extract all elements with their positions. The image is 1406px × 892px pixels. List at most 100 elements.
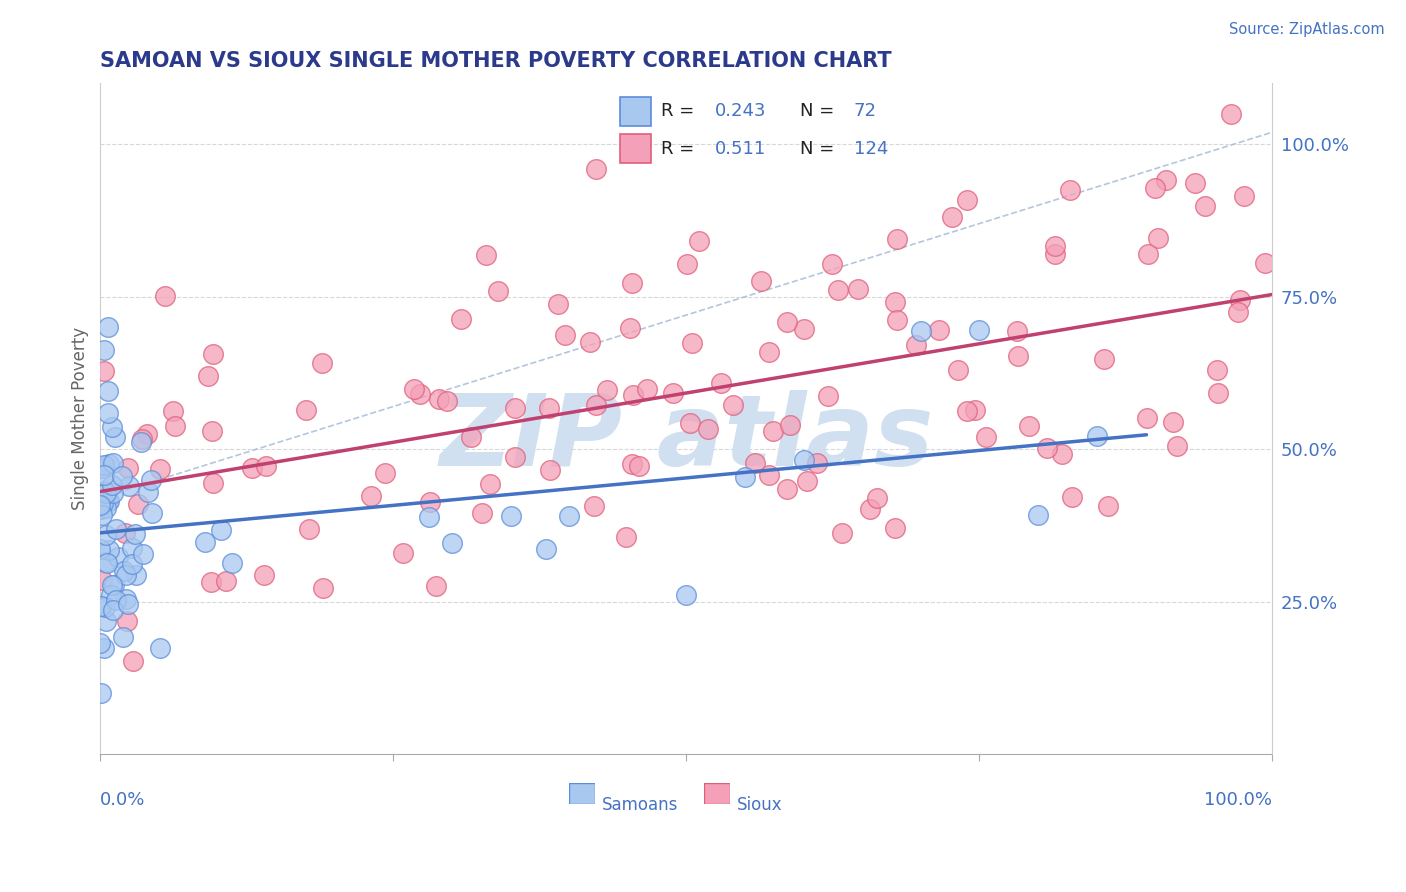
Point (311, 356, 333, 370)
Point (419, 494, 441, 508)
Point (436, 394, 458, 409)
Point (637, 383, 659, 397)
Point (124, 568, 146, 582)
Point (848, 282, 870, 296)
Point (886, 313, 908, 327)
Point (734, 470, 756, 484)
Point (721, 398, 744, 412)
Point (758, 345, 780, 359)
Point (94, 614, 117, 628)
Point (112, 564, 135, 578)
Point (254, 458, 277, 473)
Point (1136, 411, 1159, 425)
Point (1163, 415, 1185, 429)
Point (558, 508, 581, 523)
Point (136, 484, 159, 499)
Point (583, 500, 606, 514)
Point (1036, 442, 1059, 456)
Point (162, 404, 184, 418)
Point (1254, 256, 1277, 270)
Point (1227, 305, 1250, 319)
Point (1097, 499, 1119, 513)
Point (969, 323, 991, 337)
Point (121, 541, 143, 556)
Point (194, 534, 217, 549)
Point (408, 387, 430, 401)
Point (499, 508, 522, 523)
Point (132, 547, 155, 561)
Point (89, 542, 111, 557)
Point (710, 376, 733, 390)
Point (392, 545, 415, 559)
Point (121, 557, 143, 571)
Point (202, 347, 225, 361)
Point (796, 474, 818, 488)
Point (817, 389, 839, 403)
Point (215, 574, 238, 589)
Point (221, 557, 243, 571)
Point (124, 527, 146, 541)
Point (779, 418, 801, 433)
Point (1184, 176, 1206, 190)
Point (114, 568, 136, 582)
Point (776, 316, 799, 330)
Point (884, 521, 907, 535)
Point (904, 338, 927, 352)
Point (1060, 490, 1083, 504)
Point (117, 597, 139, 611)
Point (209, 523, 232, 537)
Point (91, 496, 114, 510)
Point (486, 284, 509, 298)
Point (579, 334, 602, 349)
Point (1092, 352, 1115, 367)
Point (585, 162, 607, 177)
Point (111, 630, 134, 644)
Point (252, 567, 274, 582)
Text: Sioux: Sioux (737, 796, 783, 814)
Point (681, 336, 703, 351)
Point (827, 283, 849, 297)
Point (697, 422, 720, 436)
Point (440, 535, 463, 549)
Point (118, 479, 141, 493)
Point (505, 450, 527, 464)
Point (98, 494, 121, 508)
Point (418, 509, 440, 524)
Point (758, 467, 780, 482)
Point (101, 478, 124, 492)
Point (101, 602, 124, 616)
Point (628, 459, 651, 474)
Point (89, 686, 111, 700)
Point (1043, 247, 1066, 261)
Point (89, 636, 111, 650)
Point (540, 463, 562, 477)
Point (675, 257, 697, 271)
Point (97, 406, 120, 420)
Point (1026, 508, 1049, 522)
Text: Source: ZipAtlas.com: Source: ZipAtlas.com (1229, 22, 1385, 37)
Point (831, 526, 853, 541)
Point (866, 491, 889, 505)
Point (1206, 386, 1229, 401)
Point (537, 401, 560, 415)
Point (94, 483, 117, 498)
Point (101, 578, 124, 592)
Point (312, 581, 335, 595)
Point (96, 528, 118, 542)
Point (941, 211, 963, 225)
Point (585, 398, 607, 412)
Point (910, 324, 932, 338)
Point (149, 462, 172, 476)
Point (104, 522, 127, 536)
Point (1220, 107, 1243, 121)
Point (101, 419, 124, 434)
Point (955, 404, 977, 418)
Point (1232, 189, 1254, 203)
Point (621, 457, 644, 471)
Point (1007, 324, 1029, 338)
Point (90, 599, 112, 613)
Point (115, 614, 138, 628)
Point (90, 461, 112, 475)
Point (1194, 199, 1216, 213)
Point (139, 473, 162, 487)
